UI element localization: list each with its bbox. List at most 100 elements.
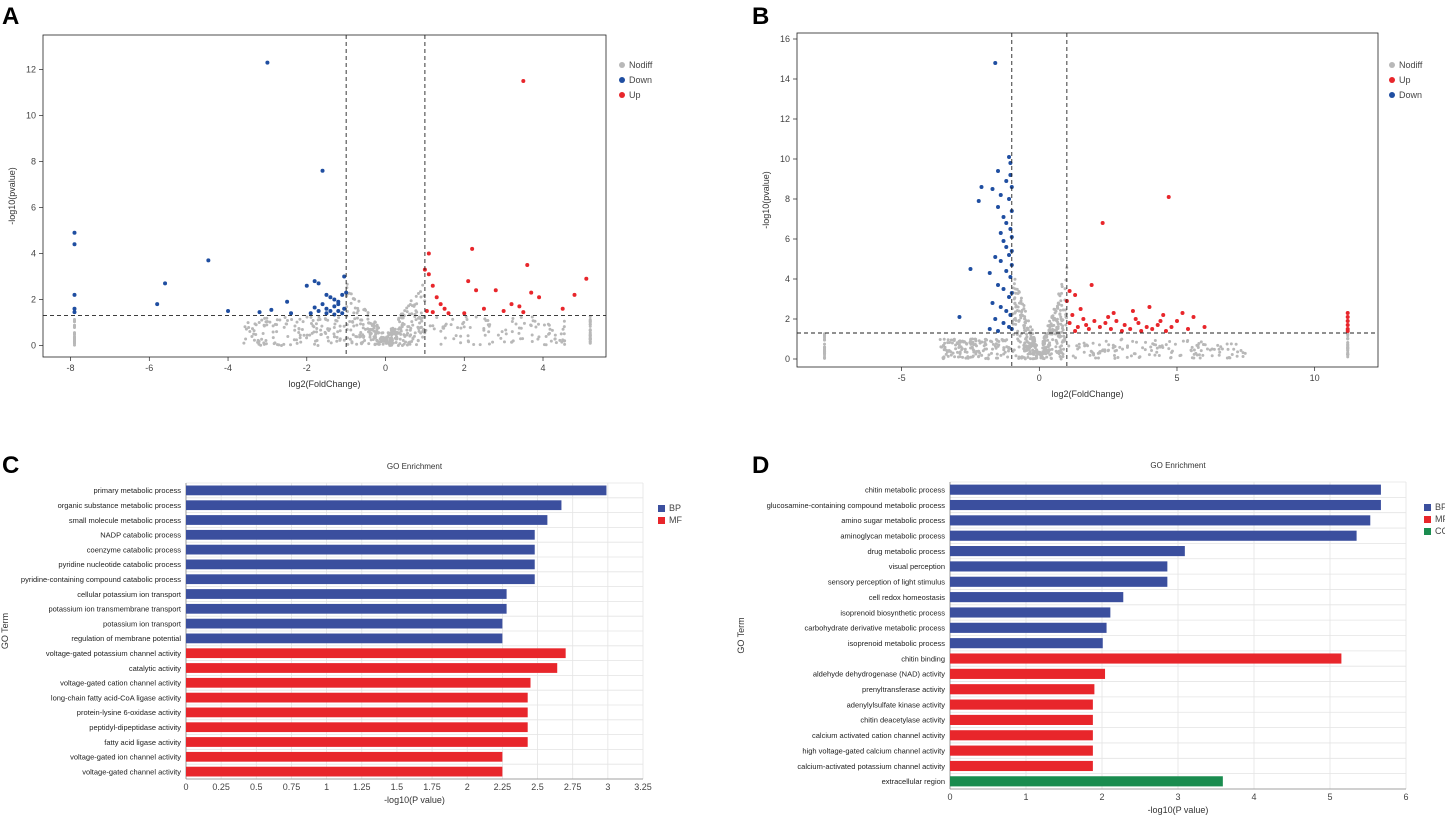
- nodiff-point: [1051, 338, 1055, 342]
- nodiff-point: [963, 347, 967, 351]
- nodiff-point: [459, 326, 463, 330]
- nodiff-point: [1051, 327, 1055, 331]
- nodiff-point: [1010, 307, 1014, 311]
- nodiff-point: [530, 315, 534, 319]
- category-label: carbohydrate derivative metabolic proces…: [805, 624, 946, 633]
- nodiff-point: [1226, 347, 1230, 351]
- up-point: [1078, 307, 1083, 311]
- nodiff-point: [1032, 357, 1036, 361]
- nodiff-point: [1199, 340, 1203, 344]
- nodiff-point: [1006, 355, 1010, 359]
- nodiff-point: [1167, 347, 1171, 351]
- nodiff-point: [366, 317, 370, 321]
- nodiff-point: [1063, 287, 1067, 291]
- nodiff-point: [250, 334, 254, 338]
- down-point: [226, 309, 231, 313]
- x-tick-label: -2: [303, 363, 311, 373]
- nodiff-point: [588, 324, 592, 328]
- series-down: [72, 60, 349, 317]
- nodiff-point: [397, 327, 401, 331]
- legend-marker-down: [1389, 92, 1395, 98]
- nodiff-point: [1039, 352, 1043, 356]
- nodiff-point: [1047, 329, 1051, 333]
- nodiff-point: [1009, 347, 1013, 351]
- nodiff-point: [823, 349, 827, 353]
- nodiff-point: [1017, 289, 1021, 293]
- nodiff-point: [1061, 308, 1065, 312]
- nodiff-point: [316, 343, 320, 347]
- nodiff-point: [544, 335, 548, 339]
- nodiff-point: [1001, 339, 1005, 343]
- down-point: [72, 310, 77, 315]
- bar-mf: [186, 751, 503, 762]
- up-point: [1139, 329, 1144, 333]
- up-point: [1158, 319, 1163, 323]
- nodiff-point: [1195, 353, 1199, 357]
- nodiff-point: [290, 317, 294, 321]
- nodiff-point: [302, 333, 306, 337]
- nodiff-point: [467, 340, 471, 344]
- x-tick-label: 3: [1175, 792, 1180, 802]
- category-label: cellular potassium ion transport: [77, 590, 182, 599]
- bar-bp: [186, 559, 535, 570]
- nodiff-point: [360, 318, 364, 322]
- nodiff-point: [823, 334, 827, 338]
- category-label: calcium-activated potassium channel acti…: [797, 762, 945, 771]
- nodiff-point: [334, 318, 338, 322]
- y-tick-label: 10: [26, 111, 36, 121]
- up-point: [1073, 329, 1078, 333]
- nodiff-point: [408, 312, 412, 316]
- category-label: small molecule metabolic process: [69, 516, 181, 525]
- nodiff-point: [553, 337, 557, 341]
- legend-label-mf: MF: [669, 515, 682, 525]
- nodiff-point: [487, 330, 491, 334]
- nodiff-point: [1125, 345, 1129, 349]
- nodiff-point: [1026, 328, 1030, 332]
- nodiff-point: [966, 356, 970, 360]
- nodiff-point: [531, 319, 535, 323]
- up-point: [560, 306, 565, 311]
- nodiff-point: [1075, 344, 1079, 348]
- y-tick-label: 0: [785, 354, 790, 364]
- nodiff-point: [443, 336, 447, 340]
- down-point: [993, 61, 998, 65]
- x-tick-label: -5: [898, 373, 906, 383]
- category-label: primary metabolic process: [93, 486, 181, 495]
- nodiff-point: [1046, 345, 1050, 349]
- x-tick-label: 1: [324, 782, 329, 792]
- legend-label-up: Up: [1399, 75, 1411, 85]
- nodiff-point: [72, 323, 76, 327]
- nodiff-point: [999, 353, 1003, 357]
- nodiff-point: [563, 342, 567, 346]
- nodiff-point: [387, 333, 391, 337]
- nodiff-point: [257, 321, 261, 325]
- nodiff-point: [363, 338, 367, 342]
- nodiff-point: [346, 342, 350, 346]
- nodiff-point: [283, 315, 287, 319]
- x-tick-label: 2: [465, 782, 470, 792]
- nodiff-point: [1022, 323, 1026, 327]
- nodiff-point: [279, 343, 283, 347]
- bar-bp: [950, 561, 1168, 572]
- nodiff-point: [409, 299, 413, 303]
- category-label: adenylylsulfate kinase activity: [847, 700, 946, 709]
- nodiff-point: [496, 333, 500, 337]
- nodiff-point: [390, 343, 394, 347]
- go-enrichment-chart-c: 0 0.25 0.5 0.75 1 1.25 1.5 1.75 2 2.25 2.5 2.75 3 3.2…: [0, 462, 682, 805]
- nodiff-point: [319, 333, 323, 337]
- nodiff-point: [244, 337, 248, 341]
- nodiff-point: [994, 342, 998, 346]
- nodiff-point: [563, 339, 567, 343]
- nodiff-point: [72, 317, 76, 321]
- x-tick-label: 2: [1099, 792, 1104, 802]
- y-axis-label: -log10(pvalue): [761, 171, 771, 229]
- up-point: [1155, 323, 1160, 327]
- nodiff-point: [1201, 353, 1205, 357]
- x-tick-label: 5: [1327, 792, 1332, 802]
- x-tick-label: -8: [67, 363, 75, 373]
- nodiff-point: [1015, 309, 1019, 313]
- nodiff-point: [1073, 356, 1077, 360]
- nodiff-point: [319, 328, 323, 332]
- up-point: [434, 295, 439, 300]
- nodiff-point: [588, 336, 592, 340]
